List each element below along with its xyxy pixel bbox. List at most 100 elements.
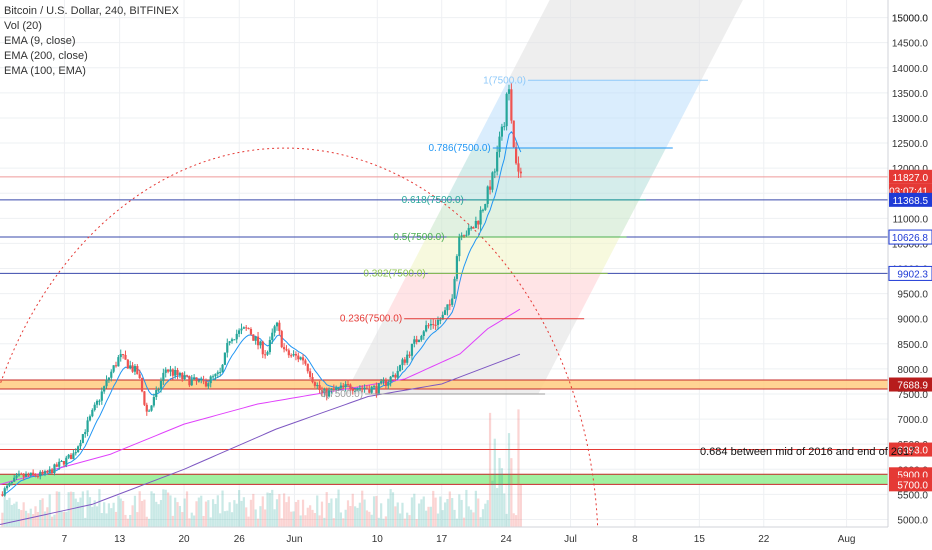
volume-bar	[214, 503, 217, 527]
candle-body	[166, 369, 170, 372]
candle-body	[318, 385, 321, 391]
candle-body	[294, 353, 298, 356]
volume-bar	[77, 502, 80, 527]
volume-bar	[169, 495, 172, 527]
volume-bar	[304, 515, 307, 527]
volume-bar	[446, 498, 449, 527]
volume-bar	[143, 499, 146, 527]
volume-bar	[17, 508, 21, 527]
candle-body	[245, 327, 248, 329]
candle-body	[15, 475, 18, 478]
fib-level-label: 0.236(7500.0)	[340, 314, 402, 325]
candle-body	[119, 354, 122, 358]
candle-body	[145, 404, 148, 412]
volume-bar	[107, 503, 111, 527]
legend-ema9[interactable]: EMA (9, close)	[4, 35, 76, 47]
candle-body	[17, 473, 21, 476]
volume-bar	[129, 514, 132, 527]
candle-body	[226, 342, 229, 353]
volume-bar	[176, 502, 179, 527]
price-tick-label: 5500.0	[897, 490, 928, 501]
fib-band	[407, 237, 620, 274]
candle-body	[380, 381, 383, 384]
candle-body	[105, 379, 108, 387]
volume-bar	[387, 498, 390, 527]
candle-body	[27, 474, 30, 476]
candle-body	[62, 460, 66, 465]
candle-body	[406, 354, 409, 363]
volume-bar	[398, 513, 402, 527]
volume-bar	[43, 511, 47, 527]
legend-volume[interactable]: Vol (20)	[4, 20, 42, 32]
legend-ema200[interactable]: EMA (200, close)	[4, 50, 88, 62]
candle-body	[507, 89, 511, 94]
volume-bar	[93, 500, 96, 527]
volume-bar	[27, 513, 30, 527]
candle-body	[77, 446, 80, 453]
candle-body	[313, 382, 316, 386]
volume-bar	[453, 509, 456, 527]
volume-bar	[86, 490, 89, 527]
candle-body	[103, 386, 106, 392]
candle-body	[434, 324, 437, 326]
candle-body	[325, 388, 328, 397]
volume-bar	[297, 499, 300, 527]
volume-bar	[65, 511, 68, 527]
price-tick-label: 5000.0	[897, 515, 928, 526]
volume-bar	[391, 492, 395, 527]
candle-body	[306, 363, 309, 372]
price-label-bg	[888, 229, 932, 245]
candle-body	[299, 357, 302, 360]
fib-level-label: 0.786(7500.0)	[428, 143, 490, 154]
volume-bar	[100, 513, 103, 527]
volume-bar	[498, 457, 501, 527]
volume-bar	[462, 517, 466, 527]
time-tick-label: Jun	[286, 534, 302, 545]
candle-body	[304, 360, 307, 364]
candle-body	[216, 372, 219, 374]
candle-body	[107, 377, 111, 380]
candle-body	[282, 347, 286, 350]
volume-bar	[484, 503, 487, 527]
volume-bars	[1, 409, 522, 527]
candle-body	[174, 369, 177, 376]
candle-body	[230, 339, 234, 342]
volume-bar	[335, 498, 338, 527]
candle-body	[278, 322, 281, 332]
price-axis[interactable]: 5000.05500.06000.06500.07000.07500.08000…	[887, 0, 932, 550]
candle-body	[462, 235, 466, 237]
volume-bar	[311, 509, 314, 527]
candle-body	[356, 388, 359, 391]
candle-body	[65, 457, 68, 465]
candle-body	[477, 220, 480, 225]
candle-body	[339, 385, 343, 388]
candle-body	[443, 310, 447, 315]
candle-body	[176, 369, 179, 376]
candle-body	[441, 314, 444, 320]
candle-body	[24, 474, 28, 477]
volume-bar	[119, 498, 122, 527]
candle-body	[69, 454, 73, 460]
volume-bar	[197, 497, 200, 527]
ema9-line	[2, 131, 522, 497]
candle-body	[10, 481, 13, 484]
volume-bar	[403, 518, 406, 527]
candle-body	[500, 126, 503, 137]
candle-body	[84, 432, 87, 435]
price-label-bg	[889, 169, 932, 184]
candle-body	[330, 388, 333, 390]
candle-body	[20, 473, 23, 475]
legend-ema100[interactable]: EMA (100, EMA)	[4, 65, 86, 77]
candle-body	[81, 434, 84, 443]
volume-bar	[451, 498, 454, 527]
volume-bar	[91, 506, 94, 527]
candle-body	[396, 370, 399, 378]
candle-body	[204, 381, 208, 387]
candle-body	[280, 331, 283, 348]
volume-bar	[299, 515, 302, 527]
time-axis[interactable]: 7 13 20 26 Jun 10 17 24 Jul 8 15 22 Aug	[0, 526, 932, 550]
volume-bar	[316, 495, 319, 527]
candle-body	[252, 334, 255, 341]
volume-bar	[363, 499, 366, 527]
